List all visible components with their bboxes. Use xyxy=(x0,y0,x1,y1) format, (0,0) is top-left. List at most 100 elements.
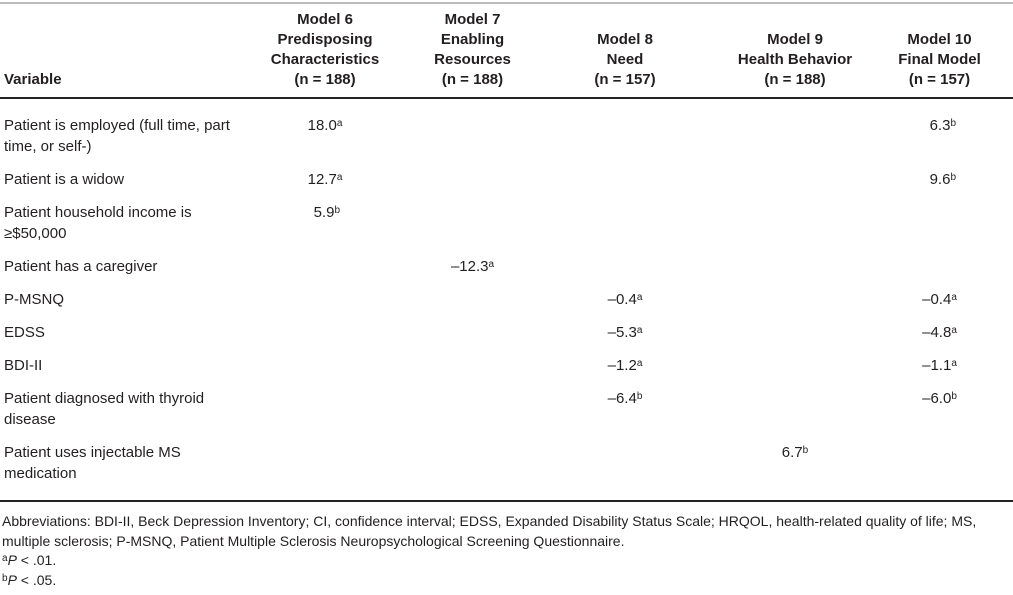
header-line: Predisposing xyxy=(277,31,373,48)
significance-superscript: a xyxy=(336,118,343,129)
model8-cell xyxy=(540,244,710,277)
column-header-variable: Variable xyxy=(0,4,245,99)
header-line: Model 8 xyxy=(597,31,653,48)
header-line: Enabling xyxy=(440,31,505,48)
model7-cell xyxy=(405,430,540,502)
header-line: Health Behavior xyxy=(737,51,853,68)
header-line: (n = 188) xyxy=(294,71,356,88)
model8-cell xyxy=(540,98,710,157)
model8-cell xyxy=(540,157,710,190)
model9-cell xyxy=(710,376,880,430)
model6-cell: 5.9b xyxy=(313,204,340,221)
footnote-b: bP < .05. xyxy=(2,571,1007,591)
model9-cell xyxy=(710,277,880,310)
header-row: Variable Model 6 Predisposing Characteri… xyxy=(0,4,1013,99)
column-header-model-7: Model 7 Enabling Resources (n = 188) xyxy=(405,4,540,99)
column-header-model-9: Model 9 Health Behavior (n = 188) xyxy=(710,4,880,99)
model7-cell xyxy=(405,343,540,376)
header-line: Model 10 xyxy=(907,31,972,48)
model8-cell xyxy=(540,430,710,502)
column-header-model-6: Model 6 Predisposing Characteristics (n … xyxy=(245,4,405,99)
model6-cell xyxy=(245,277,405,310)
table-row: BDI-II –1.2a –1.1a xyxy=(0,343,1013,376)
model7-cell xyxy=(405,190,540,244)
header-line: Need xyxy=(606,51,644,68)
header-line: Model 6 xyxy=(297,11,353,28)
variable-cell: BDI-II xyxy=(4,357,43,374)
model9-cell xyxy=(710,244,880,277)
table-row: EDSS –5.3a –4.8a xyxy=(0,310,1013,343)
header-line: Resources xyxy=(434,51,511,68)
model9-cell xyxy=(710,157,880,190)
model7-cell xyxy=(405,157,540,190)
model9-cell xyxy=(710,310,880,343)
model7-cell xyxy=(405,277,540,310)
footnote-a-superscript: a xyxy=(2,553,8,564)
table-top-rule xyxy=(0,2,1013,4)
variable-cell: Patient uses injectable MS medication xyxy=(0,430,245,502)
column-header-model-8: Model 8 Need (n = 157) xyxy=(540,4,710,99)
model7-cell xyxy=(405,376,540,430)
header-line: Model 9 xyxy=(767,31,823,48)
model10-cell xyxy=(880,430,1013,502)
variable-cell: Patient is a widow xyxy=(4,171,125,188)
header-line: Characteristics xyxy=(270,51,380,68)
model7-cell xyxy=(405,310,540,343)
model9-cell xyxy=(710,190,880,244)
model10-cell: 9.6b xyxy=(929,171,956,188)
model10-cell xyxy=(880,244,1013,277)
column-header-model-10: Model 10 Final Model (n = 157) xyxy=(880,4,1013,99)
model10-cell: –0.4a xyxy=(922,291,957,308)
model6-cell xyxy=(245,376,405,430)
header-line: Model 7 xyxy=(444,11,501,28)
header-line: (n = 188) xyxy=(441,71,504,88)
header-line: (n = 188) xyxy=(764,71,826,88)
variable-cell: EDSS xyxy=(4,324,45,341)
model10-cell: –4.8a xyxy=(922,324,957,341)
model6-cell: 12.7a xyxy=(307,171,343,188)
table-row: Patient household income is ≥$50,000 5.9… xyxy=(0,190,1013,244)
model8-cell: –6.4b xyxy=(607,390,643,407)
footnote-a: aP < .01. xyxy=(2,551,1007,571)
model8-cell: –5.3a xyxy=(607,324,643,341)
table-footnotes: Abbreviations: BDI-II, Beck Depression I… xyxy=(0,502,1013,590)
table-row: Patient is employed (full time, part tim… xyxy=(0,98,1013,157)
model10-cell: –1.1a xyxy=(922,357,957,374)
variable-cell: Patient diagnosed with thyroid disease xyxy=(4,390,205,428)
table-header: Variable Model 6 Predisposing Characteri… xyxy=(0,4,1013,99)
model9-cell xyxy=(710,343,880,376)
variable-cell: P-MSNQ xyxy=(4,291,64,308)
variable-cell: Patient household income is ≥$50,000 xyxy=(4,204,192,242)
model10-cell: 6.3b xyxy=(929,117,956,134)
model10-cell xyxy=(880,190,1013,244)
model6-cell xyxy=(245,430,405,502)
footnote-b-p: P xyxy=(7,571,17,588)
model10-cell: –6.0b xyxy=(922,390,957,407)
model8-cell: –0.4a xyxy=(607,291,643,308)
model6-cell xyxy=(245,310,405,343)
model9-cell: 6.7b xyxy=(710,430,880,502)
variable-cell: Patient has a caregiver xyxy=(4,258,158,275)
model6-cell xyxy=(245,343,405,376)
footnote-a-text: < .01. xyxy=(16,552,57,568)
table-row: P-MSNQ –0.4a –0.4a xyxy=(0,277,1013,310)
table-body: Patient is employed (full time, part tim… xyxy=(0,98,1013,502)
table-row: Patient uses injectable MS medication 6.… xyxy=(0,430,1013,502)
footnote-abbreviations: Abbreviations: BDI-II, Beck Depression I… xyxy=(2,513,977,549)
model7-cell: –12.3a xyxy=(450,258,495,275)
model6-cell: 18.0a xyxy=(307,117,343,134)
model8-cell xyxy=(540,190,710,244)
model7-cell xyxy=(405,98,540,157)
model6-cell xyxy=(245,244,405,277)
table-row: Patient diagnosed with thyroid disease –… xyxy=(0,376,1013,430)
table-row: Patient has a caregiver –12.3a xyxy=(0,244,1013,277)
header-line: (n = 157) xyxy=(594,71,656,88)
model8-cell: –1.2a xyxy=(607,357,643,374)
header-line: Final Model xyxy=(898,51,981,68)
table-row: Patient is a widow 12.7a 9.6b xyxy=(0,157,1013,190)
header-line: Variable xyxy=(4,71,62,88)
model9-cell xyxy=(710,98,880,157)
significance-superscript: b xyxy=(950,118,956,129)
footnote-a-p: P xyxy=(7,552,17,568)
